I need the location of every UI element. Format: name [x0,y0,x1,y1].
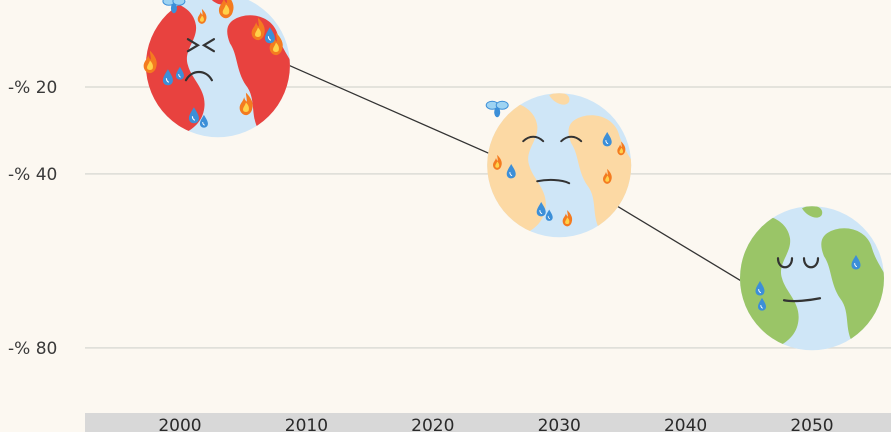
x-axis-band [85,413,891,432]
x-tick-label-1: 2010 [285,416,328,432]
x-tick-label-0: 2000 [158,416,201,432]
x-tick-label-4: 2040 [664,416,707,432]
trend-arrow-0 [262,53,531,172]
flame-icon [218,0,234,19]
fly-icon [485,100,509,118]
y-tick-label-0: -% 20 [8,78,57,98]
flame-icon [239,92,253,116]
x-tick-label-2: 2020 [411,416,454,432]
drop-icon [545,209,553,221]
drop-icon [506,164,516,179]
drop-icon [188,107,199,124]
x-axis-band-rect [85,413,891,432]
flame-icon [493,154,502,170]
fly-icon [162,0,186,14]
drop-icon [755,281,765,296]
flame-icon [143,50,157,74]
drop-icon [536,202,546,217]
flame-icon [617,141,626,156]
drop-icon [758,297,766,311]
flame-icon [251,17,265,41]
y-tick-label-2: -% 80 [8,339,57,359]
data-markers [143,0,884,351]
healthy-earth-icon [740,206,884,351]
flame-icon [603,168,612,184]
burning-earth-icon [143,0,290,138]
flame-icon [562,210,573,227]
trend-arrows [262,53,758,291]
flame-icon [269,32,283,56]
x-tick-label-3: 2030 [538,416,581,432]
drop-icon [602,132,612,147]
drop-icon [175,66,184,80]
warm-earth-icon [485,93,632,238]
y-tick-label-1: -% 40 [8,165,57,185]
drop-icon [199,114,208,128]
trend-arrow-1 [599,194,758,291]
x-tick-label-5: 2050 [790,416,833,432]
drop-icon [851,255,861,270]
drop-icon [162,69,173,86]
flame-icon [197,8,207,24]
drop-icon [264,27,275,44]
tick-labels: -% 20 -% 40 -% 80 2000 2010 2020 2030 2040 2050 [8,78,834,432]
